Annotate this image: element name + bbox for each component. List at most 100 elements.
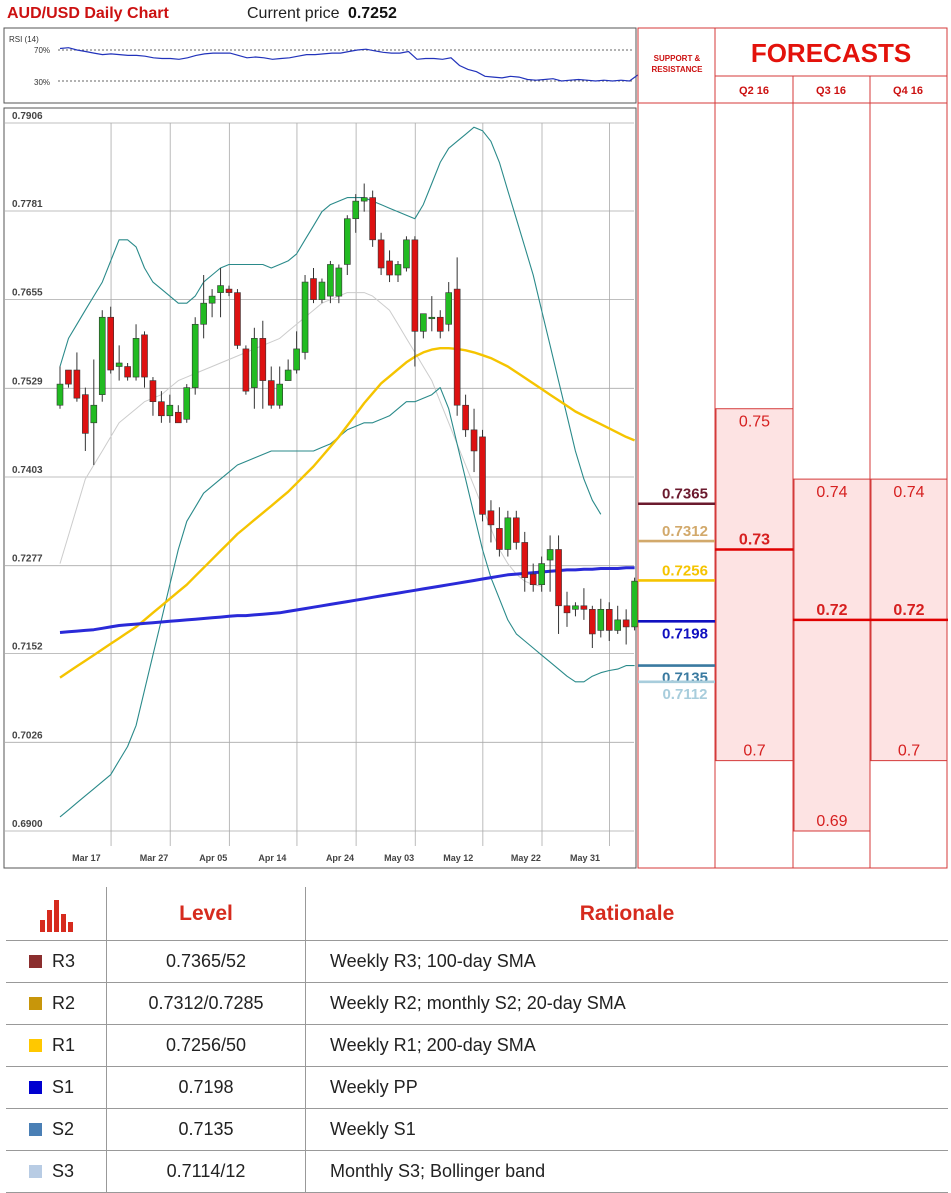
level-code: R2 <box>52 993 76 1013</box>
candle <box>352 194 360 233</box>
sma100-line <box>59 347 636 679</box>
candle <box>267 366 275 409</box>
candle <box>563 591 571 627</box>
candle-body <box>420 313 427 332</box>
candle-body <box>242 348 250 392</box>
level-color-swatch <box>29 1039 42 1052</box>
price-grid <box>5 122 634 846</box>
y-tick-label: 0.7277 <box>12 554 43 565</box>
candle <box>631 577 638 631</box>
indicator-lines <box>59 126 636 818</box>
level-code: R1 <box>52 1035 76 1055</box>
level-color-swatch <box>29 1165 42 1178</box>
candle-body <box>453 288 461 406</box>
candle <box>98 310 106 402</box>
x-tick-label: May 03 <box>384 853 414 863</box>
candle-body <box>335 267 343 297</box>
level-code: S1 <box>52 1077 75 1097</box>
rsi-70-label: 70% <box>34 46 50 55</box>
y-tick-label: 0.6900 <box>12 819 43 830</box>
candle-body <box>411 239 419 332</box>
candle-body <box>65 369 72 385</box>
sr-title-2: RESISTANCE <box>652 65 704 74</box>
candle <box>318 278 326 304</box>
candle <box>512 510 520 550</box>
candle-body <box>546 549 554 561</box>
candle-body <box>149 380 157 402</box>
candle <box>597 598 605 638</box>
candle-body <box>191 323 199 388</box>
candle <box>301 275 309 360</box>
candle-body <box>436 316 444 332</box>
level-rationale: Weekly R3; 100-day SMA <box>305 940 948 983</box>
rsi-panel <box>3 27 637 104</box>
candle-body <box>538 563 545 585</box>
level-rationale: Weekly PP <box>305 1066 948 1109</box>
levels-table-row: R1 0.7256/50 Weekly R1; 200-day SMA <box>6 1024 948 1067</box>
candle-body <box>614 619 622 631</box>
forecast-mid-label: 0.72 <box>893 602 924 619</box>
candle-body <box>225 288 233 293</box>
candle-body <box>327 264 334 297</box>
level-code-cell: R3 <box>6 940 107 983</box>
candle-body <box>572 605 579 610</box>
candle-body <box>504 517 512 550</box>
candle-body <box>597 609 605 631</box>
level-value: 0.7365/52 <box>106 940 306 983</box>
x-tick-label: Apr 24 <box>326 853 354 863</box>
chart-bars-icon-cell <box>6 887 107 941</box>
y-tick-label: 0.7781 <box>12 199 43 210</box>
candle <box>141 331 148 388</box>
candle <box>183 384 191 423</box>
level-code: S3 <box>52 1161 75 1181</box>
level-value: 0.7135 <box>106 1108 306 1151</box>
forecasts-title: FORECASTS <box>751 38 911 68</box>
candle-body <box>631 580 638 628</box>
candle-body <box>115 362 123 367</box>
level-rationale: Weekly S1 <box>305 1108 948 1151</box>
candle <box>335 264 343 304</box>
sr-value-label: 0.7312 <box>662 523 708 540</box>
candle-body <box>217 285 224 293</box>
y-tick-label: 0.7529 <box>12 376 43 387</box>
candle <box>73 352 81 402</box>
candle-body <box>605 609 613 631</box>
candle-body <box>496 528 503 550</box>
candle <box>149 377 157 416</box>
x-tick-label: Apr 05 <box>199 853 227 863</box>
candle <box>504 510 512 557</box>
quarter-header-q3: Q3 16 <box>816 85 846 97</box>
level-value: 0.7198 <box>106 1066 306 1109</box>
candle <box>115 345 123 381</box>
candle-body <box>377 239 385 269</box>
candle-body <box>403 239 410 269</box>
level-code: S2 <box>52 1119 75 1139</box>
forecast-ranges: 0.75 0.73 0.7 0.74 0.72 0.69 0.74 0.72 0.7 <box>715 408 948 832</box>
level-rationale: Monthly S3; Bollinger band <box>305 1150 948 1193</box>
y-tick-label: 0.7403 <box>12 465 43 476</box>
candle <box>546 535 554 592</box>
x-tick-label: May 31 <box>570 853 600 863</box>
candle <box>369 190 376 247</box>
candle-body <box>589 609 596 635</box>
candle-body <box>73 369 81 399</box>
candle <box>251 327 258 409</box>
forecast-high-label: 0.74 <box>893 484 924 501</box>
candle <box>284 359 292 381</box>
candle-body <box>284 369 292 381</box>
level-value: 0.7312/0.7285 <box>106 982 306 1025</box>
candle <box>82 387 89 451</box>
candle-body <box>208 295 216 304</box>
candle-body <box>445 292 453 325</box>
sr-value-label: 0.7256 <box>662 562 708 579</box>
bollinger-upper-line <box>59 126 602 515</box>
rationale-header: Rationale <box>305 887 948 941</box>
candle-body <box>267 380 275 406</box>
candle-body <box>107 316 114 371</box>
rsi-label: RSI (14) <box>9 35 39 44</box>
sr-value-label: 0.7135 <box>662 670 708 687</box>
sr-title-1: SUPPORT & <box>654 54 701 63</box>
forecast-low-label: 0.7 <box>898 743 920 760</box>
candle <box>217 267 224 318</box>
candle-body <box>175 411 182 424</box>
